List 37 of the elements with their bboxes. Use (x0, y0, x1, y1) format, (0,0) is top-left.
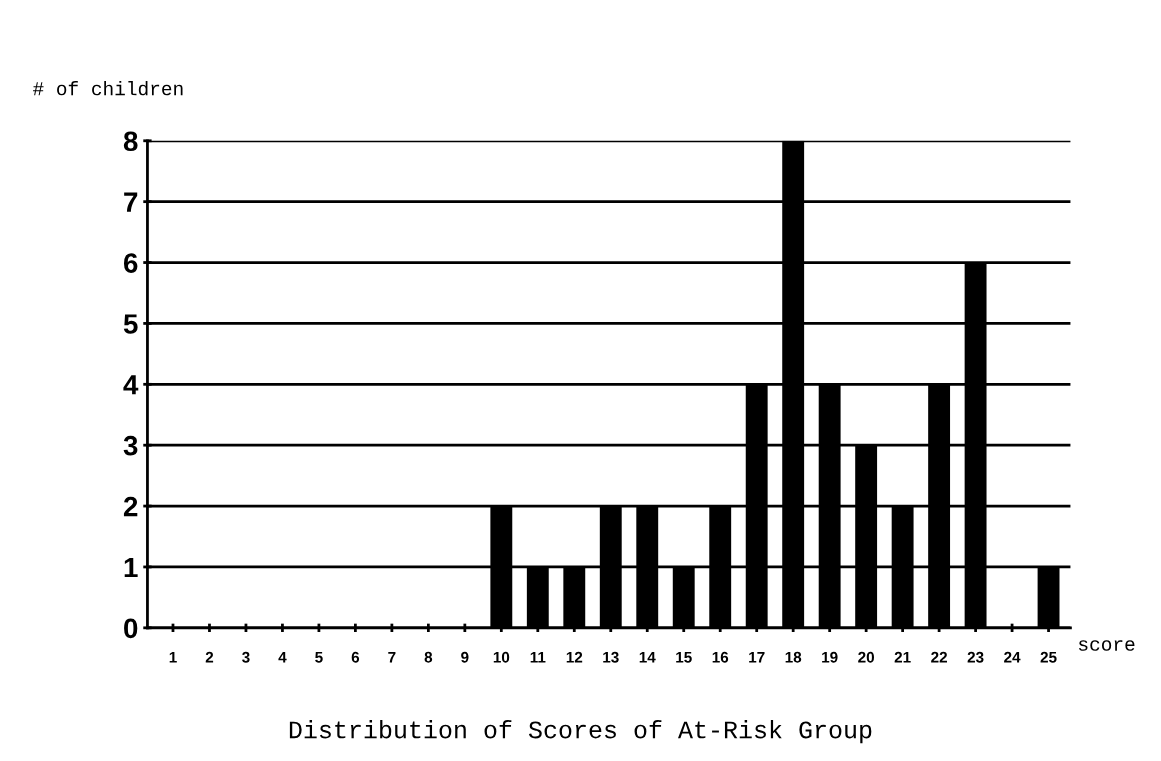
x-tick-label: 25 (1040, 651, 1057, 663)
x-tick-label: 12 (566, 651, 583, 663)
x-tick-label: 8 (424, 651, 433, 663)
x-tick-label: 6 (351, 651, 360, 663)
y-tick-label: 6 (123, 253, 138, 273)
x-tick-label: 24 (1004, 651, 1021, 663)
x-tick-label: 1 (169, 652, 177, 663)
x-tick-label: 14 (639, 652, 656, 663)
text: Distribution of Scores of At-Risk Group (289, 720, 872, 744)
y-tick-label: 2 (123, 496, 138, 517)
x-tick-label: 13 (603, 651, 619, 663)
x-tick-label: 21 (894, 651, 911, 663)
y-tick-label: 8 (123, 131, 138, 152)
x-tick-label: 4 (278, 652, 287, 663)
x-tick-label: 10 (493, 651, 510, 663)
x-tick-label: 18 (785, 651, 802, 663)
y-tick-label: 3 (123, 435, 138, 456)
x-tick-label: 2 (205, 651, 214, 663)
x-tick-label: 15 (676, 652, 692, 663)
x-tick-label: 3 (242, 651, 250, 663)
x-tick-label: 20 (858, 651, 875, 663)
x-tick-label: 9 (461, 651, 469, 663)
x-tick-label: 7 (388, 652, 396, 663)
y-tick-label: 7 (124, 192, 138, 212)
x-tick-label: 5 (315, 652, 323, 663)
y-axis-title: # of children (33, 81, 183, 96)
y-tick-label: 4 (123, 375, 139, 395)
x-tick-label: 17 (749, 652, 765, 663)
x-tick-label: 19 (822, 651, 838, 663)
y-tick-label: 1 (124, 557, 138, 578)
x-tick-label: 16 (712, 651, 729, 663)
x-tick-label: 22 (931, 651, 947, 663)
x-tick-label: 23 (967, 651, 984, 663)
y-tick-label: 5 (123, 314, 138, 334)
x-axis-title: score (1078, 640, 1135, 651)
y-tick-label: 0 (124, 618, 138, 639)
x-tick-label: 11 (530, 652, 546, 663)
